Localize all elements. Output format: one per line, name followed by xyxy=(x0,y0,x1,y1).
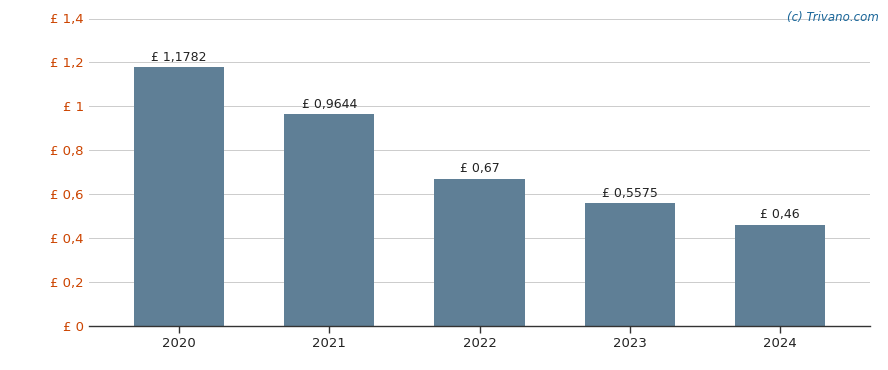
Text: (c) Trivano.com: (c) Trivano.com xyxy=(788,11,879,24)
Bar xyxy=(284,114,375,326)
Bar xyxy=(584,203,675,326)
Text: £ 0,9644: £ 0,9644 xyxy=(302,98,357,111)
Bar xyxy=(434,179,525,326)
Text: £ 1,1782: £ 1,1782 xyxy=(151,51,207,64)
Bar xyxy=(735,225,825,326)
Text: £ 0,67: £ 0,67 xyxy=(460,162,499,175)
Text: £ 0,46: £ 0,46 xyxy=(760,208,800,221)
Bar xyxy=(134,67,224,326)
Text: £ 0,5575: £ 0,5575 xyxy=(602,187,658,200)
